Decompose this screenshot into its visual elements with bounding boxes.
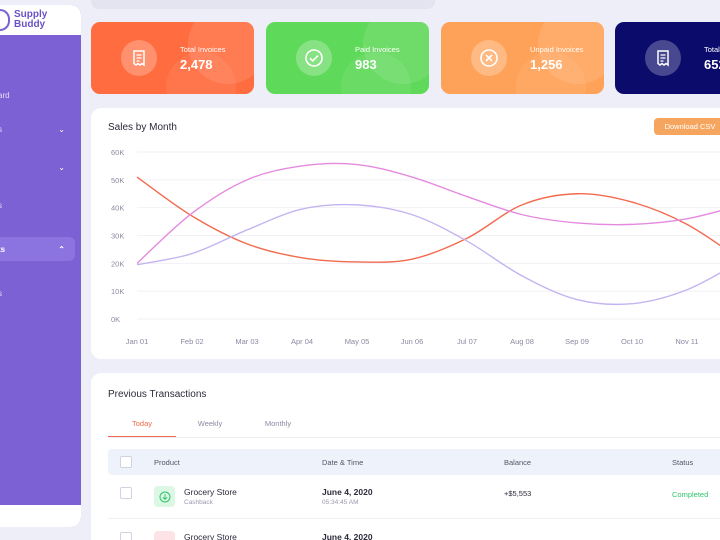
- card-value: 1,256: [530, 57, 563, 72]
- card-title: Unpaid Invoices: [530, 45, 584, 54]
- sidebar-item-6[interactable]: s: [0, 281, 75, 305]
- sidebar-item-label: ts: [0, 244, 6, 254]
- receipt-icon: [121, 40, 157, 76]
- y-tick-label: 40K: [111, 204, 124, 213]
- x-tick-label: Mar 03: [235, 337, 258, 346]
- sidebar-item-2[interactable]: s ⌄: [0, 117, 75, 141]
- header-product: Product: [154, 458, 180, 467]
- top-search-bar[interactable]: [91, 0, 435, 9]
- card-title: Total Invoices: [180, 45, 226, 54]
- upload-arrow-icon: [154, 531, 175, 540]
- x-tick-label: Sep 09: [565, 337, 589, 346]
- card-value: 983: [355, 57, 377, 72]
- brand-name-line1: Supply: [14, 9, 48, 20]
- y-tick-label: 30K: [111, 232, 124, 241]
- period-tabs: Today Weekly Monthly: [108, 419, 312, 437]
- select-all-checkbox[interactable]: [120, 456, 132, 468]
- sidebar-item-dashboard[interactable]: ard: [0, 83, 75, 107]
- x-tick-label: Feb 02: [180, 337, 203, 346]
- x-tick-label: Aug 08: [510, 337, 534, 346]
- sidebar-item-label: s: [0, 200, 2, 210]
- card-total-in[interactable]: Total In 652: [615, 22, 720, 94]
- table-header: Product Date & Time Balance Status: [108, 449, 720, 475]
- chevron-up-icon: ⌃: [58, 244, 65, 254]
- x-tick-label: Apr 04: [291, 337, 313, 346]
- y-tick-label: 0K: [111, 315, 120, 324]
- transactions-panel: Previous Transactions Today Weekly Month…: [91, 373, 720, 540]
- status-badge: Completed: [672, 490, 709, 499]
- sidebar-footer: [0, 505, 81, 527]
- x-tick-label: May 05: [345, 337, 370, 346]
- table-row[interactable]: Grocery Store Cashback June 4, 2020 05:3…: [108, 477, 720, 521]
- transaction-time: 05:34:45 AM: [322, 499, 359, 506]
- x-tick-label: Oct 10: [621, 337, 643, 346]
- sidebar-item-4[interactable]: s: [0, 193, 75, 217]
- sidebar-item-label: ard: [0, 90, 10, 100]
- row-checkbox[interactable]: [120, 532, 132, 540]
- product-subtitle: Cashback: [184, 499, 213, 506]
- sidebar-item-3[interactable]: ⌄: [0, 155, 75, 179]
- sidebar: Supply Buddy ard s ⌄ ⌄ s ts ⌃ s: [0, 5, 81, 527]
- transaction-date: June 4, 2020: [322, 487, 373, 497]
- y-tick-label: 20K: [111, 259, 124, 268]
- header-status: Status: [672, 458, 694, 467]
- check-circle-icon: [296, 40, 332, 76]
- tabs-divider: [108, 437, 720, 438]
- card-title: Paid Invoices: [355, 45, 400, 54]
- download-arrow-icon: [154, 486, 175, 507]
- receipt-icon: [645, 40, 681, 76]
- brand[interactable]: Supply Buddy: [0, 5, 81, 35]
- x-tick-label: Jun 06: [401, 337, 424, 346]
- y-tick-label: 50K: [111, 176, 124, 185]
- brand-name-line2: Buddy: [14, 19, 46, 30]
- product-name: Grocery Store: [184, 532, 237, 540]
- card-title: Total In: [704, 45, 720, 54]
- download-csv-button[interactable]: Download CSV: [654, 118, 720, 135]
- product-name: Grocery Store: [184, 487, 237, 497]
- y-tick-label: 10K: [111, 287, 124, 296]
- header-date-time: Date & Time: [322, 458, 364, 467]
- sidebar-item-active[interactable]: ts ⌃: [0, 237, 75, 261]
- sidebar-item-label: s: [0, 288, 2, 298]
- tab-today[interactable]: Today: [108, 419, 176, 437]
- sidebar-item-label: s: [0, 124, 2, 134]
- card-unpaid-invoices[interactable]: Unpaid Invoices 1,256: [441, 22, 604, 94]
- row-checkbox[interactable]: [120, 487, 132, 499]
- x-tick-label: Jul 07: [457, 337, 477, 346]
- transaction-date: June 4, 2020: [322, 532, 373, 540]
- tab-weekly[interactable]: Weekly: [197, 419, 223, 428]
- brand-name: Supply Buddy: [14, 10, 47, 30]
- chart-title: Sales by Month: [108, 122, 177, 133]
- transactions-title: Previous Transactions: [108, 389, 207, 400]
- row-divider: [108, 518, 720, 519]
- series-line-1: [136, 176, 720, 263]
- card-paid-invoices[interactable]: Paid Invoices 983: [266, 22, 429, 94]
- header-balance: Balance: [504, 458, 532, 467]
- series-line-2: [136, 162, 720, 264]
- sales-line-chart: 60K 50K 40K 30K 20K 10K 0K Jan 01 Feb 02 Mar 03 Ap…: [111, 148, 720, 346]
- card-value: 652: [704, 57, 720, 72]
- table-row[interactable]: Grocery Store June 4, 2020: [108, 523, 720, 540]
- chevron-down-icon: ⌄: [58, 162, 65, 172]
- x-tick-label: Nov 11: [675, 337, 698, 346]
- brand-logo-icon: [0, 9, 10, 31]
- card-value: 2,478: [180, 57, 213, 72]
- x-tick-label: Jan 01: [126, 337, 149, 346]
- tab-monthly[interactable]: Monthly: [264, 419, 292, 428]
- sales-chart-panel: Sales by Month Download CSV 60K 50K 40K 30K…: [91, 108, 720, 359]
- y-tick-label: 60K: [111, 148, 124, 157]
- series-line-3: [136, 203, 720, 306]
- card-total-invoices[interactable]: Total Invoices 2,478: [91, 22, 254, 94]
- transaction-balance: +$5,553: [504, 489, 532, 498]
- chevron-down-icon: ⌄: [58, 124, 65, 134]
- x-circle-icon: [471, 40, 507, 76]
